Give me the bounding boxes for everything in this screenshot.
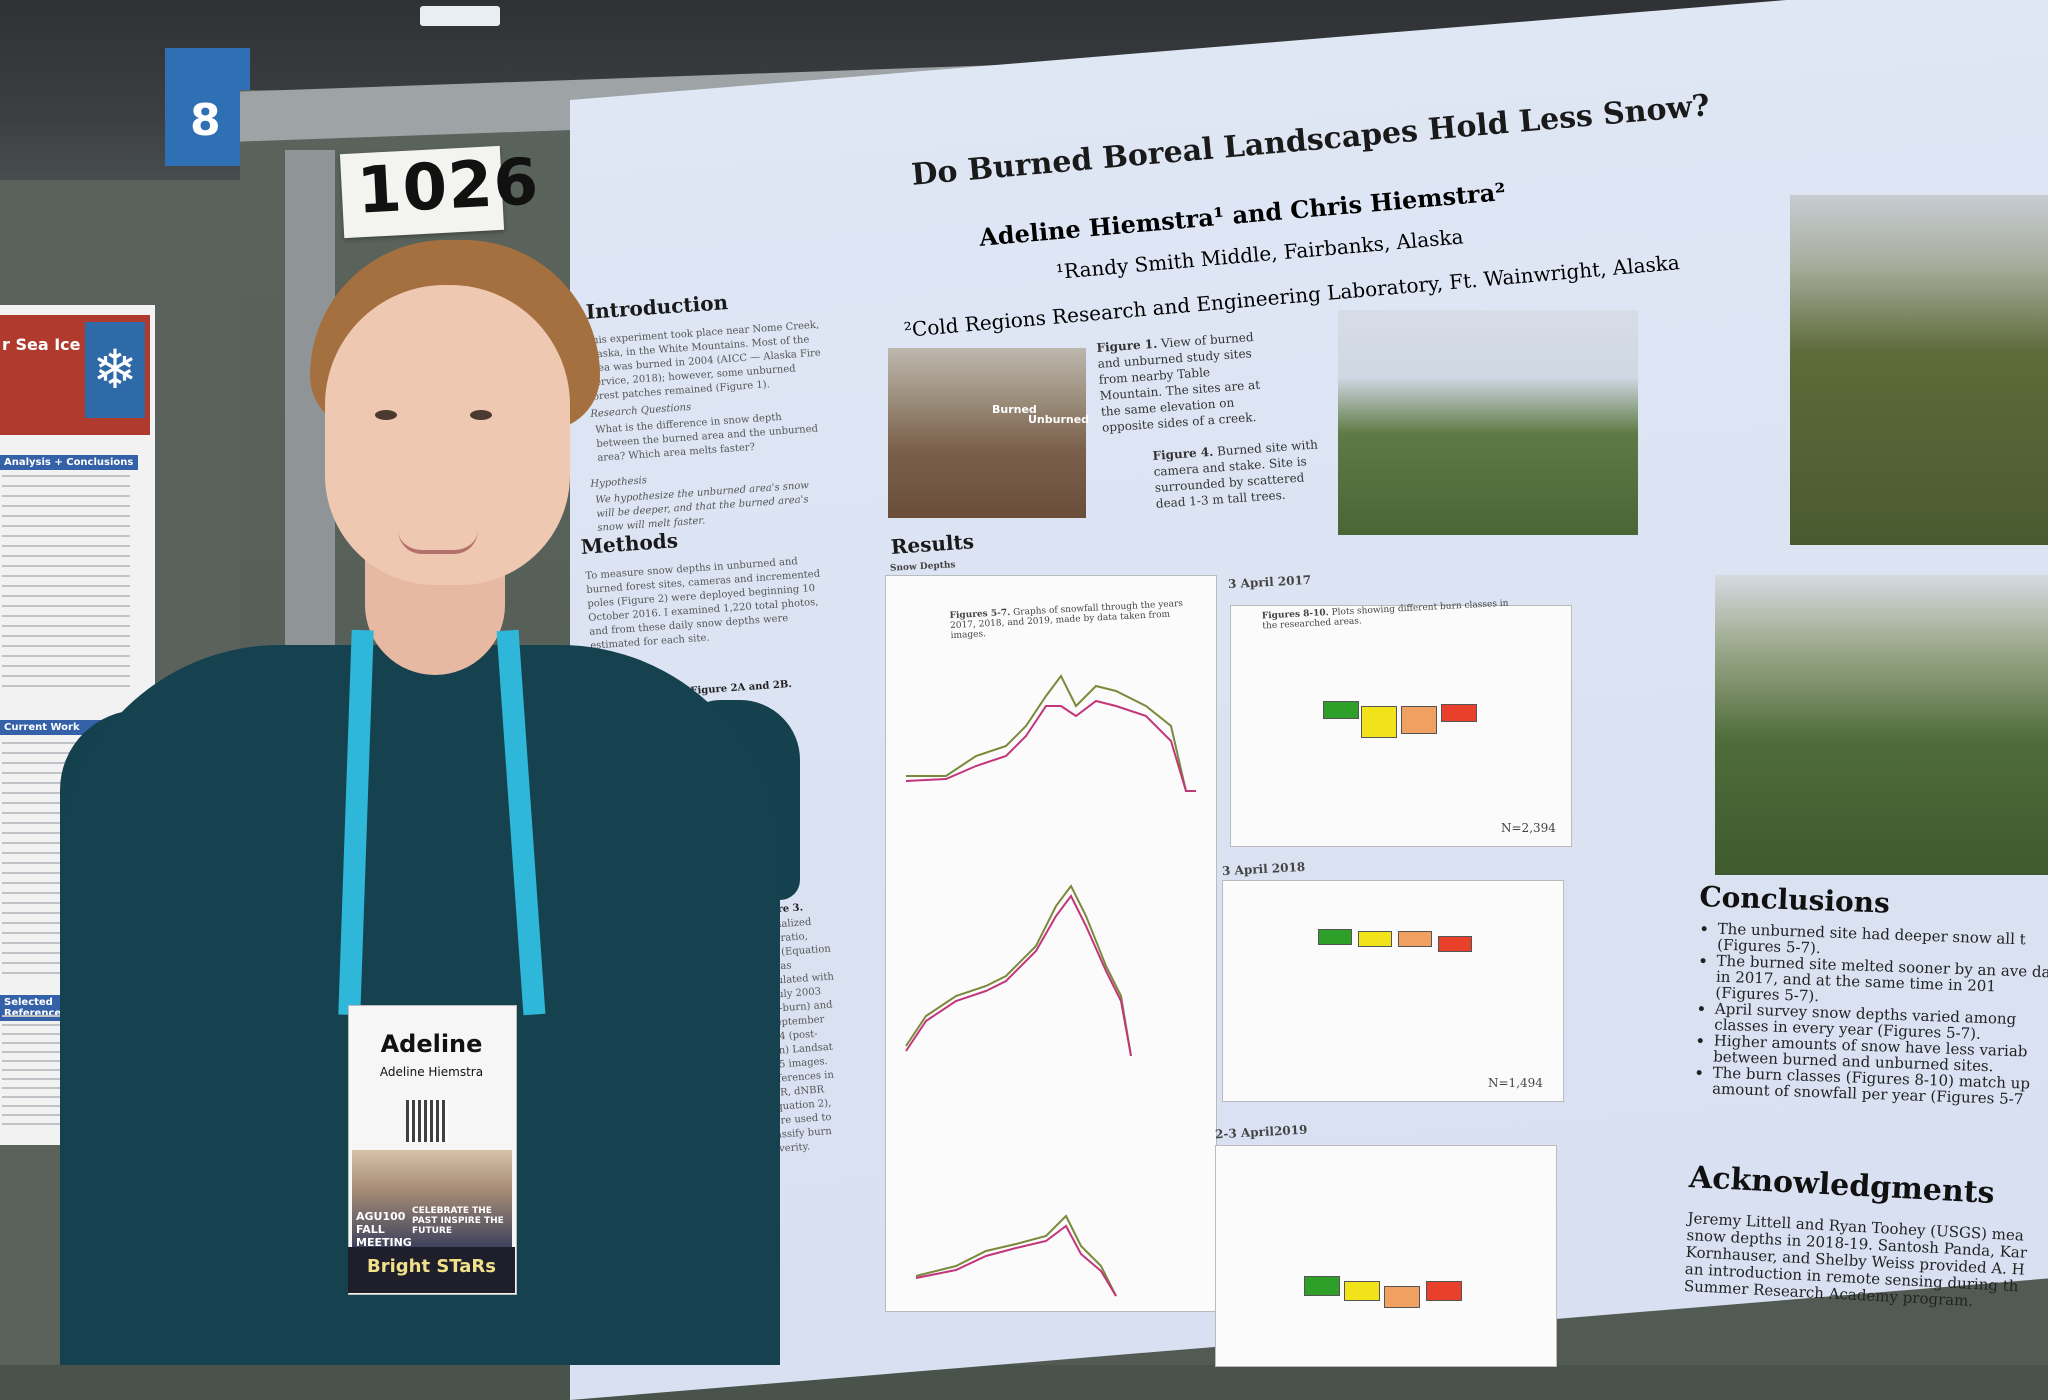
box-moderate-2017 <box>1401 706 1437 734</box>
chart-2019 <box>915 1214 1117 1297</box>
chart-2017 <box>905 674 1196 792</box>
box-moderate-2018 <box>1398 931 1432 947</box>
figure-1-unburned-label: Unburned <box>1028 413 1090 426</box>
methods-text: To measure snow depths in unburned and b… <box>585 556 821 652</box>
ceiling-light <box>420 6 500 26</box>
series-burned-2019 <box>915 1224 1117 1297</box>
box-severe-2019 <box>1426 1281 1462 1301</box>
person-right-eye <box>470 410 492 420</box>
conclusions-list: The unburned site had deeper snow all t … <box>1694 920 2048 1109</box>
box-light-2019 <box>1344 1281 1380 1301</box>
boxplot-2018: N=1,494 <box>1222 880 1564 1102</box>
box-unburned-2018 <box>1318 929 1352 945</box>
badge-full-name: Adeline Hiemstra <box>379 1065 484 1079</box>
person-smile <box>398 530 478 554</box>
neighbor-section-analysis: Analysis + Conclusions <box>0 455 138 470</box>
box-severe-2018 <box>1438 936 1472 952</box>
badge-footer <box>348 1247 515 1293</box>
series-unburned-2019 <box>915 1214 1117 1297</box>
series-unburned-2018 <box>905 884 1132 1057</box>
boxplot-2019 <box>1215 1145 1557 1367</box>
box-severe-2017 <box>1441 704 1477 722</box>
box-light-2018 <box>1358 931 1392 947</box>
figure-1-landscape-photo <box>888 348 1086 518</box>
conclusions-heading: Conclusions <box>1698 880 1891 920</box>
snowflake-icon: ❄ <box>85 322 145 418</box>
n-2017: N=2,394 <box>1501 821 1556 835</box>
neighbor-poster-title: r Sea Ice <box>2 335 81 354</box>
field-photo-forest <box>1715 575 2048 875</box>
field-photo-stake <box>1790 195 2048 545</box>
badge-first-name: Adeline <box>380 1030 483 1058</box>
figure-1-burned-label: Burned <box>992 403 1037 416</box>
hall-sign <box>165 48 250 166</box>
n-2018: N=1,494 <box>1488 1076 1543 1090</box>
box-unburned-2019 <box>1304 1276 1340 1296</box>
figure-1-caption-bold: Figure 1. <box>1096 336 1158 355</box>
box-moderate-2019 <box>1384 1286 1420 1308</box>
box-unburned-2017 <box>1323 701 1359 719</box>
series-burned-2018 <box>905 894 1132 1057</box>
neighbor-analysis-text <box>2 475 130 695</box>
badge-tagline: CELEBRATE THE PAST INSPIRE THE FUTURE <box>412 1206 504 1236</box>
series-burned-2017 <box>905 699 1196 792</box>
snow-depth-line-charts <box>905 674 1196 1297</box>
box-light-2017 <box>1361 706 1397 738</box>
figure-4-burned-site-photo <box>1338 310 1638 535</box>
series-unburned-2017 <box>906 674 1196 792</box>
person-left-eye <box>375 410 397 420</box>
badge-agu-logo: AGU100 FALL MEETING <box>356 1210 412 1249</box>
hall-sign-number: 8 <box>190 95 221 146</box>
badge-ribbon: Bright STaRs <box>367 1256 496 1277</box>
booth-number: 1026 <box>355 145 541 229</box>
boxplot-2017: N=2,394 <box>1230 605 1572 847</box>
chart-2018 <box>905 884 1132 1057</box>
badge-artwork <box>352 1150 512 1250</box>
figure-1-caption: Figure 1. View of burned and unburned st… <box>1096 328 1272 436</box>
figure-4-caption-bold: Figure 4. <box>1152 444 1214 463</box>
snow-depth-charts-panel <box>885 575 1217 1312</box>
badge-qr-code <box>406 1100 448 1142</box>
figure-4-caption: Figure 4. Burned site with camera and st… <box>1152 436 1326 512</box>
